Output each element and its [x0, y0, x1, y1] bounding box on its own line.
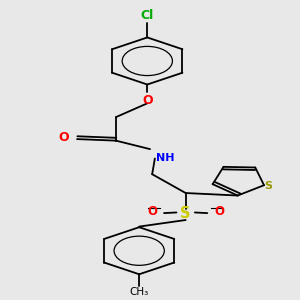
- Text: S: S: [180, 206, 191, 220]
- Text: O: O: [147, 205, 157, 218]
- Text: NH: NH: [157, 153, 175, 163]
- Text: O: O: [142, 94, 153, 107]
- Text: S: S: [264, 182, 272, 191]
- Text: Cl: Cl: [141, 9, 154, 22]
- Text: CH₃: CH₃: [130, 287, 149, 297]
- Text: O: O: [59, 131, 70, 144]
- Text: O: O: [214, 205, 224, 218]
